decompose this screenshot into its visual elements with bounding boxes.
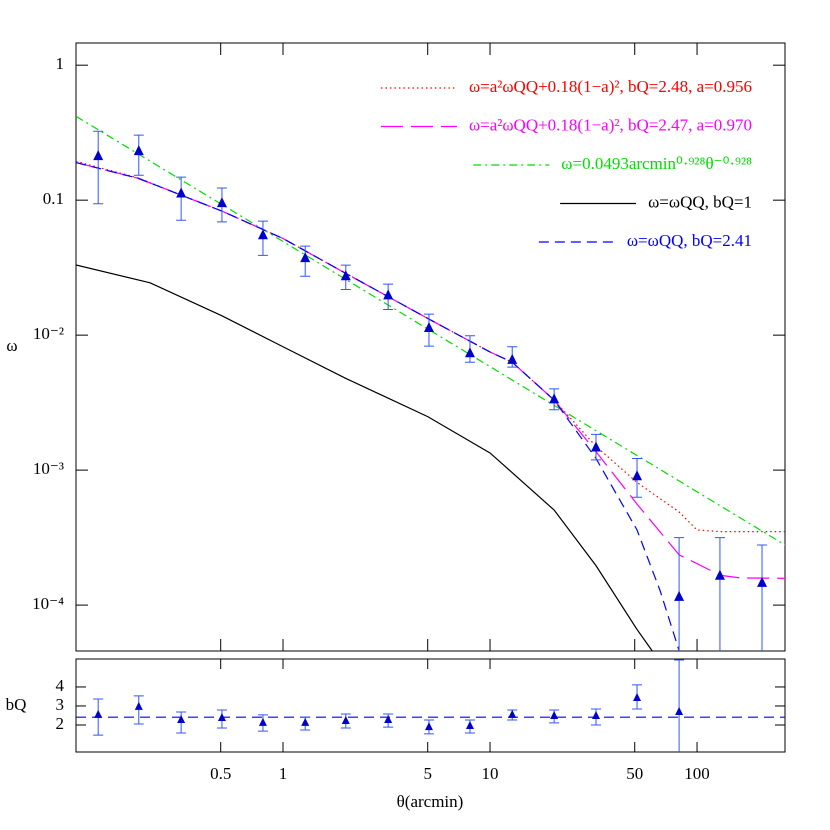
main-plot	[76, 115, 785, 651]
point	[549, 393, 560, 404]
y-tick-label: 4	[56, 676, 65, 695]
error-bar	[176, 176, 187, 221]
curve	[76, 161, 785, 579]
error-bar	[674, 659, 685, 752]
point	[590, 441, 601, 452]
main-frame	[75, 42, 786, 652]
point	[633, 692, 642, 701]
point	[714, 569, 725, 580]
y-tick-label: 10⁻³	[33, 459, 64, 478]
y-axis-label: ω	[6, 336, 17, 355]
error-bar	[93, 130, 104, 205]
legend-label: ω=a²ωQQ+0.18(1−a)², bQ=2.48, a=0.956	[469, 77, 752, 96]
y-tick-label: 0.1	[43, 189, 64, 208]
point	[176, 187, 187, 198]
point	[550, 711, 559, 720]
point	[300, 252, 311, 263]
error-bar	[757, 544, 768, 651]
error-bar	[133, 695, 144, 725]
y-tick-label: 10⁻²	[33, 324, 64, 343]
x-tick-label: 10	[482, 764, 499, 783]
point	[757, 576, 768, 587]
x-tick-label: 5	[423, 764, 432, 783]
point	[258, 717, 267, 726]
point	[508, 709, 517, 718]
y-tick-label: 10⁻⁴	[32, 594, 64, 613]
point	[674, 590, 685, 601]
point	[216, 197, 227, 208]
point	[134, 701, 143, 710]
x-tick-label: 0.5	[210, 764, 231, 783]
point	[217, 712, 226, 721]
y-tick-label: 2	[56, 714, 65, 733]
point	[632, 470, 643, 481]
point	[341, 716, 350, 724]
ratio-y-axis-label: bQ	[6, 695, 27, 714]
x-axis-label: θ(arcmin)	[397, 792, 464, 811]
y-tick-label: 1	[56, 54, 65, 73]
point	[133, 145, 144, 156]
error-bar	[133, 134, 144, 176]
legend-label: ω=0.0493arcmin⁰·⁹²⁸θ⁻⁰·⁹²⁸	[561, 154, 752, 173]
legend-label: ω=ωQQ, bQ=2.41	[627, 231, 752, 250]
point	[675, 707, 684, 716]
point	[301, 717, 310, 726]
point	[177, 715, 186, 724]
point	[423, 321, 434, 332]
curve	[76, 264, 653, 651]
x-tick-label: 100	[684, 764, 710, 783]
ratio-plot	[76, 659, 785, 752]
point	[384, 715, 393, 724]
legend-label: ω=ωQQ, bQ=1	[648, 192, 752, 211]
point	[507, 353, 518, 364]
point	[591, 711, 600, 720]
curve	[76, 161, 680, 651]
x-tick-label: 50	[626, 764, 643, 783]
error-bar	[714, 537, 725, 651]
x-tick-label: 1	[279, 764, 288, 783]
point	[424, 722, 433, 731]
point	[465, 720, 474, 729]
point	[93, 150, 104, 161]
point	[464, 347, 475, 358]
point	[383, 289, 394, 300]
point	[257, 229, 268, 240]
legend-label: ω=a²ωQQ+0.18(1−a)², bQ=2.47, a=0.970	[469, 115, 752, 134]
point	[340, 270, 351, 281]
point	[94, 709, 103, 718]
y-tick-label: 3	[56, 695, 65, 714]
